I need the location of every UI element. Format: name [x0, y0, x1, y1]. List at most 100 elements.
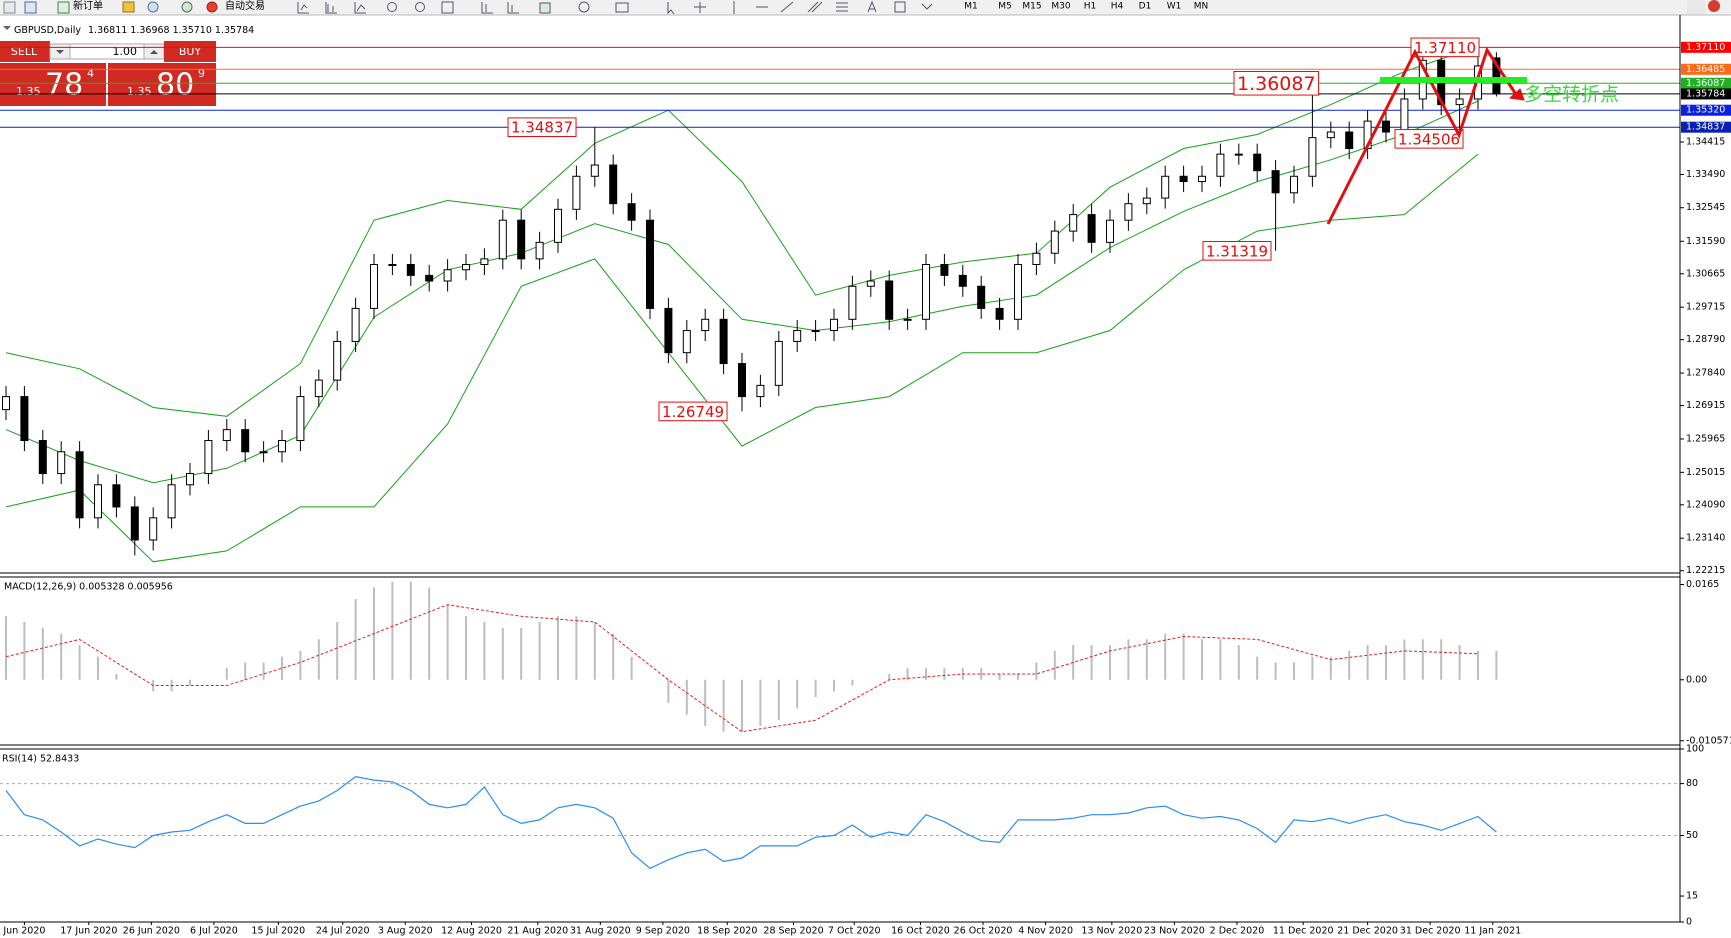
tool-icon[interactable] — [24, 1, 37, 14]
y-tick-label: 15 — [1686, 891, 1698, 902]
annotation-box — [1394, 129, 1464, 149]
candle-body — [296, 396, 305, 442]
tool-icon[interactable] — [354, 2, 366, 14]
timeframe-button[interactable]: M30 — [1051, 2, 1070, 12]
candle-body — [885, 280, 894, 320]
candle-body — [903, 318, 912, 321]
arrows-tool[interactable] — [921, 3, 933, 10]
candle-body — [57, 451, 66, 475]
timeframe-button[interactable]: M5 — [998, 2, 1012, 12]
candle-body — [204, 440, 213, 475]
timeframe-button[interactable]: M1 — [964, 2, 978, 12]
candle-body — [756, 384, 765, 398]
candle-body — [314, 379, 323, 398]
candle-body — [1345, 131, 1354, 150]
timeframe-button[interactable]: D1 — [1139, 2, 1152, 12]
buy-button[interactable] — [164, 41, 216, 62]
fibo[interactable] — [836, 2, 848, 12]
annotation-label: 1.34506 — [1398, 130, 1460, 148]
tool-icon[interactable] — [147, 1, 159, 13]
tool-icon[interactable] — [3, 1, 16, 14]
annotation-label: 1.34837 — [511, 119, 573, 137]
periods[interactable] — [578, 1, 590, 13]
auto-trading-button[interactable]: 自动交易 — [225, 0, 265, 12]
candle-body — [977, 285, 986, 309]
candle-body — [940, 263, 949, 276]
rsi-title: RSI(14) 52.8433 — [2, 754, 79, 765]
auto-trading-icon[interactable] — [206, 1, 218, 13]
chart-header: GBPUSD,Daily 1.36811 1.36968 1.35710 1.3… — [14, 25, 254, 36]
cursor[interactable] — [667, 2, 675, 15]
macd-signal — [5, 604, 1479, 733]
candle-body — [149, 517, 158, 541]
lot-up-arrow — [150, 50, 158, 54]
lot-value[interactable]: 1.00 — [113, 45, 138, 58]
tool-icon[interactable] — [481, 2, 493, 14]
x-tick-label: Jun 2020 — [2, 926, 45, 937]
window-control[interactable] — [1687, 0, 1705, 14]
candle-body — [793, 330, 802, 342]
zoom-out[interactable] — [415, 2, 425, 12]
overlay-layer: 1.371101.364851.360871.357841.353201.348… — [507, 37, 1731, 422]
sell-price-box[interactable] — [0, 63, 106, 106]
label-tool[interactable] — [894, 1, 906, 13]
candle-body — [20, 396, 29, 442]
tool-icon[interactable] — [297, 2, 309, 14]
buy-price-pips: 80 — [156, 68, 194, 103]
candle-body — [38, 440, 47, 475]
tool-icon[interactable] — [507, 2, 519, 14]
x-tick-label: 6 Jul 2020 — [190, 926, 238, 937]
crosshair[interactable] — [694, 2, 706, 13]
x-tick-label: 7 Oct 2020 — [828, 926, 881, 937]
alert-icon[interactable] — [1708, 0, 1720, 12]
price-level-label: 1.36485 — [1686, 64, 1725, 75]
sell-button[interactable] — [0, 41, 50, 62]
x-tick-label: 21 Aug 2020 — [507, 926, 568, 937]
trend-line[interactable] — [780, 1, 794, 13]
timeframe-button[interactable]: H4 — [1111, 2, 1124, 12]
candle-body — [609, 164, 618, 205]
x-tick-label: 26 Jun 2020 — [123, 926, 180, 937]
y-tick-label: 1.25015 — [1686, 467, 1725, 478]
timeframe-button[interactable]: H1 — [1084, 2, 1097, 12]
candle-body — [370, 263, 378, 309]
x-tick-label: 31 Aug 2020 — [570, 926, 631, 937]
tool-icon[interactable] — [325, 2, 337, 14]
candle-body — [112, 484, 121, 508]
new-order-button[interactable]: 新订单 — [73, 0, 103, 12]
sell-label[interactable]: SELL — [11, 45, 38, 58]
candle-body — [719, 318, 728, 365]
x-tick-label: 31 Dec 2020 — [1400, 926, 1461, 937]
candle-body — [1492, 57, 1501, 95]
sell-price-big: 1.35 — [16, 85, 41, 98]
buy-price-big: 1.35 — [127, 85, 152, 98]
new-order-icon[interactable] — [57, 1, 70, 14]
tile-windows[interactable] — [441, 1, 454, 14]
indicators[interactable] — [539, 2, 551, 14]
templates[interactable] — [615, 2, 629, 13]
y-tick-label: 1.31590 — [1686, 236, 1725, 247]
timeframe-button[interactable]: M15 — [1022, 2, 1041, 12]
candle-body — [664, 307, 673, 354]
candle-body — [554, 208, 562, 243]
lot-down-arrow — [56, 50, 64, 54]
timeframe-button[interactable]: MN — [1194, 2, 1209, 12]
candle-body — [1198, 175, 1206, 183]
annotation-label: 1.37110 — [1414, 39, 1476, 57]
candle-body — [572, 175, 581, 210]
text-tool[interactable] — [867, 0, 877, 13]
x-tick-label: 9 Sep 2020 — [636, 926, 690, 937]
channel[interactable] — [807, 1, 823, 13]
candle-body — [627, 203, 636, 221]
timeframe-button[interactable]: W1 — [1167, 2, 1182, 12]
price-level-tag — [1681, 41, 1731, 53]
candle-body — [1234, 153, 1243, 156]
buy-label[interactable]: BUY — [179, 45, 202, 58]
zoom-in[interactable] — [387, 2, 397, 12]
tool-icon[interactable] — [181, 1, 193, 13]
candle-body — [130, 506, 139, 541]
buy-price-box[interactable] — [108, 63, 216, 106]
tool-icon[interactable] — [122, 1, 135, 13]
